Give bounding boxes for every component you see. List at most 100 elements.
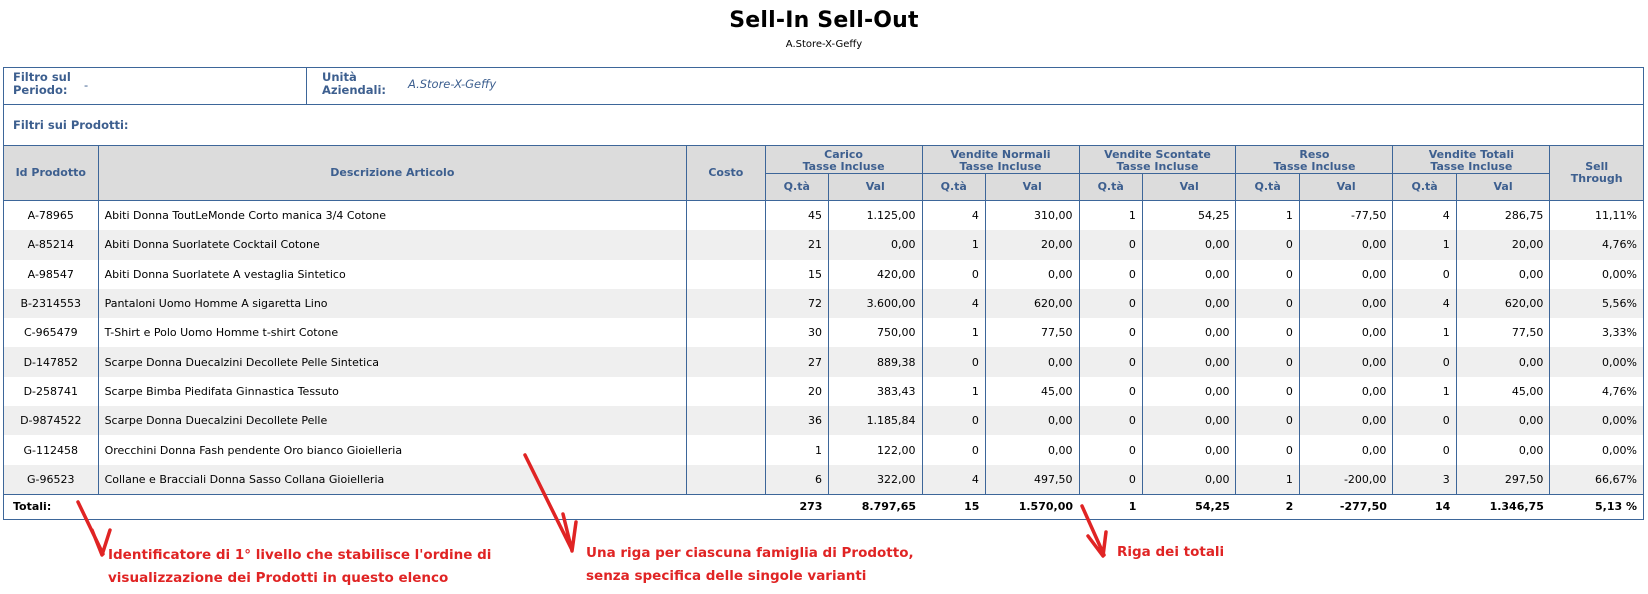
cell-desc: Collane e Bracciali Donna Sasso Collana … [97, 464, 688, 495]
cell-vs-val: 0,00 [1141, 318, 1237, 348]
cell-vn-val: 497,50 [984, 464, 1080, 495]
totals-row: Totali: 273 8.797,65 15 1.570,00 1 54,25… [3, 493, 1644, 520]
header-vendite-scontate: Vendite Scontate Tasse Incluse [1078, 145, 1237, 174]
cell-vs-qta: 0 [1078, 435, 1143, 465]
cell-vn-val: 310,00 [984, 200, 1080, 231]
cell-desc: Orecchini Donna Fash pendente Oro bianco… [97, 435, 688, 465]
total-carico-val: 8.797,65 [828, 493, 923, 520]
total-sell-through: 5,13 % [1549, 493, 1644, 520]
cell-vn-val: 20,00 [984, 230, 1080, 260]
cell-reso-val: 0,00 [1298, 318, 1394, 348]
cell-desc: Abiti Donna Suorlatete Cocktail Cotone [97, 230, 688, 260]
filter-separator [306, 68, 307, 104]
cell-reso-val: 0,00 [1298, 288, 1394, 319]
header-qta: Q.tà [1392, 173, 1457, 201]
cell-vt-qta: 0 [1392, 347, 1457, 377]
total-vn-qta: 15 [922, 493, 986, 520]
cell-carico-val: 1.125,00 [827, 200, 923, 231]
annotation-family-row: Una riga per ciascuna famiglia di Prodot… [586, 545, 914, 584]
cell-vs-qta: 0 [1078, 288, 1143, 319]
cell-vt-qta: 4 [1392, 288, 1457, 319]
cell-vs-val: 54,25 [1141, 200, 1237, 231]
unit-filter-label: Unità Aziendali: [322, 70, 386, 97]
period-filter-label: Filtro sul Periodo: [13, 70, 71, 97]
cell-carico-val: 1.185,84 [827, 406, 923, 436]
cell-costo [686, 376, 766, 407]
cell-costo [686, 464, 766, 495]
period-unit-filter-box: Filtro sul Periodo: - Unità Aziendali: A… [3, 67, 1644, 105]
cell-vn-qta: 4 [921, 200, 986, 231]
cell-id: D-258741 [3, 376, 99, 407]
cell-sell-through: 5,56% [1549, 288, 1644, 319]
cell-vs-qta: 0 [1078, 230, 1143, 260]
cell-vs-qta: 0 [1078, 347, 1143, 377]
product-filter-label: Filtri sui Prodotti: [13, 118, 129, 132]
cell-reso-val: -200,00 [1298, 464, 1394, 495]
cell-reso-val: 0,00 [1298, 230, 1394, 260]
cell-reso-qta: 0 [1235, 259, 1300, 289]
cell-carico-qta: 30 [764, 318, 829, 348]
cell-vn-val: 45,00 [984, 376, 1080, 407]
cell-reso-qta: 1 [1235, 464, 1300, 495]
total-carico-qta: 273 [765, 493, 829, 520]
header-descrizione: Descrizione Articolo [97, 145, 688, 201]
cell-vs-val: 0,00 [1141, 230, 1237, 260]
cell-carico-val: 122,00 [827, 435, 923, 465]
cell-reso-qta: 0 [1235, 376, 1300, 407]
cell-vs-qta: 0 [1078, 318, 1143, 348]
annotation-totals-row: Riga dei totali [1117, 544, 1225, 560]
header-vendite-totali: Vendite Totali Tasse Incluse [1392, 145, 1551, 174]
total-reso-val: -277,50 [1299, 493, 1393, 520]
cell-id: A-98547 [3, 259, 99, 289]
cell-desc: T-Shirt e Polo Uomo Homme t-shirt Cotone [97, 318, 688, 348]
cell-carico-val: 0,00 [827, 230, 923, 260]
header-costo: Costo [686, 145, 766, 201]
cell-vs-val: 0,00 [1141, 435, 1237, 465]
cell-carico-qta: 36 [764, 406, 829, 436]
cell-desc: Pantaloni Uomo Homme A sigaretta Lino [97, 288, 688, 319]
cell-carico-qta: 20 [764, 376, 829, 407]
table-row: A-85214 Abiti Donna Suorlatete Cocktail … [3, 230, 1644, 260]
cell-vn-val: 0,00 [984, 406, 1080, 436]
cell-vn-val: 0,00 [984, 347, 1080, 377]
cell-carico-qta: 45 [764, 200, 829, 231]
cell-costo [686, 347, 766, 377]
cell-sell-through: 11,11% [1549, 200, 1644, 231]
header-reso: Reso Tasse Incluse [1235, 145, 1394, 174]
cell-vt-qta: 1 [1392, 376, 1457, 407]
header-val: Val [1298, 173, 1394, 201]
table-row: B-2314553 Pantaloni Uomo Homme A sigaret… [3, 288, 1644, 319]
table-row: G-96523 Collane e Bracciali Donna Sasso … [3, 464, 1644, 495]
cell-reso-val: 0,00 [1298, 406, 1394, 436]
header-val: Val [1141, 173, 1237, 201]
cell-sell-through: 4,76% [1549, 230, 1644, 260]
header-qta: Q.tà [1078, 173, 1143, 201]
cell-vt-qta: 1 [1392, 230, 1457, 260]
cell-vn-qta: 4 [921, 288, 986, 319]
totals-label: Totali: [3, 493, 766, 520]
cell-reso-val: 0,00 [1298, 435, 1394, 465]
cell-reso-qta: 0 [1235, 435, 1300, 465]
cell-reso-val: 0,00 [1298, 347, 1394, 377]
cell-vn-qta: 1 [921, 230, 986, 260]
cell-id: C-965479 [3, 318, 99, 348]
table-row: A-98547 Abiti Donna Suorlatete A vestagl… [3, 259, 1644, 289]
cell-desc: Abiti Donna ToutLeMonde Corto manica 3/4… [97, 200, 688, 231]
cell-carico-val: 750,00 [827, 318, 923, 348]
cell-carico-qta: 15 [764, 259, 829, 289]
cell-carico-val: 383,43 [827, 376, 923, 407]
total-vt-val: 1.346,75 [1456, 493, 1550, 520]
cell-desc: Abiti Donna Suorlatete A vestaglia Sinte… [97, 259, 688, 289]
table-row: D-9874522 Scarpe Donna Duecalzini Decoll… [3, 406, 1644, 436]
cell-costo [686, 318, 766, 348]
cell-vs-val: 0,00 [1141, 288, 1237, 319]
cell-reso-val: -77,50 [1298, 200, 1394, 231]
cell-costo [686, 288, 766, 319]
cell-reso-qta: 0 [1235, 406, 1300, 436]
cell-costo [686, 435, 766, 465]
cell-vn-val: 0,00 [984, 435, 1080, 465]
total-vn-val: 1.570,00 [985, 493, 1079, 520]
cell-sell-through: 0,00% [1549, 347, 1644, 377]
cell-costo [686, 406, 766, 436]
table-row: D-258741 Scarpe Bimba Piedifata Ginnasti… [3, 376, 1644, 407]
